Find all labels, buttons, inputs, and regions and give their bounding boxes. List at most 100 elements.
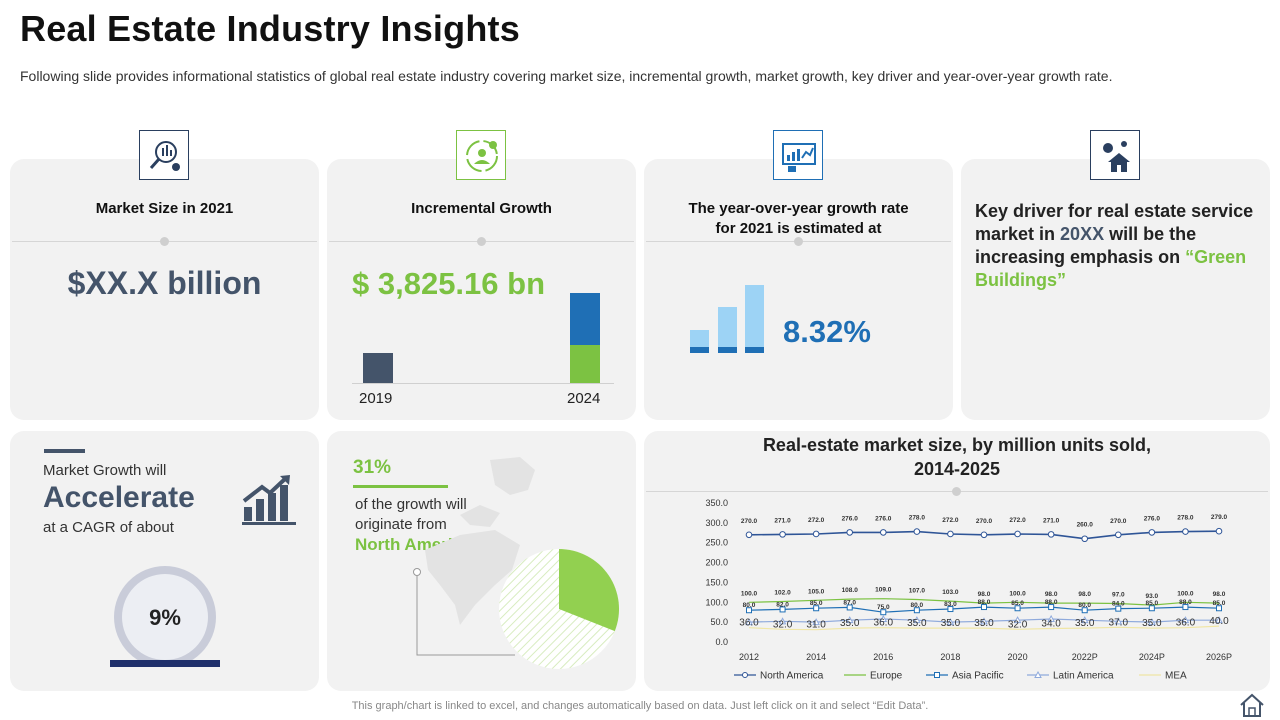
data-label-mea: 35.0 <box>1075 618 1095 629</box>
y-tick-label: 0.0 <box>715 637 728 647</box>
data-point <box>1181 616 1190 624</box>
data-label-mea: 35.0 <box>941 618 961 629</box>
key-driver-text: Key driver for real estate service marke… <box>975 200 1260 292</box>
data-label: 279.0 <box>1211 514 1228 521</box>
data-point <box>1115 605 1122 612</box>
bar-2024-green <box>570 345 600 383</box>
x-tick-label: 2022P <box>1072 652 1098 662</box>
data-label-mea: 35.0 <box>1142 618 1162 629</box>
data-label: 270.0 <box>976 518 993 525</box>
data-label: 278.0 <box>1177 515 1194 522</box>
data-label: 276.0 <box>875 515 892 522</box>
legend-label: North America <box>760 671 824 682</box>
chart-board-icon <box>773 130 823 180</box>
key-driver-text-part2: will be the increasing emphasis on <box>975 224 1197 267</box>
data-label-mea: 36.0 <box>874 618 894 629</box>
market-size-line-chart: 0.0 50.0 100.0 150.0 200.0 250.0 300.0 350.0 201… <box>705 498 1232 682</box>
data-point <box>745 531 753 539</box>
data-label: 85.0 <box>1213 600 1226 607</box>
data-point <box>879 529 887 536</box>
data-label-mea: 31.0 <box>806 620 826 631</box>
growth-chart-icon <box>242 475 296 525</box>
data-label: 88.0 <box>1179 599 1192 606</box>
data-label-mea: 35.0 <box>907 618 927 629</box>
y-tick-label: 200.0 <box>705 558 728 568</box>
data-label: 98.0 <box>1078 591 1091 598</box>
data-label: 87.0 <box>843 599 856 606</box>
data-label-mea: 35.0 <box>974 618 994 629</box>
data-point <box>1215 616 1223 624</box>
data-label-mea: 32.0 <box>1008 619 1028 630</box>
data-label: 80.0 <box>1078 602 1091 609</box>
yoy-bar-3 <box>745 285 764 347</box>
data-label: 82.0 <box>776 601 789 608</box>
yoy-bar-2-base <box>718 347 737 353</box>
pie-north-america-slice <box>559 549 620 632</box>
data-label: 102.0 <box>774 589 791 596</box>
data-point <box>980 617 988 625</box>
data-point <box>746 607 752 614</box>
market-growth-accelerate: Accelerate <box>43 481 195 514</box>
data-label: 276.0 <box>842 515 859 522</box>
market-size-label: Market Size in 2021 <box>95 200 234 217</box>
data-label: 80.0 <box>911 602 924 609</box>
data-label: 270.0 <box>741 518 758 525</box>
data-label: 88.0 <box>1045 599 1058 606</box>
series-line-mea <box>748 625 1220 631</box>
cagr-value: 9% <box>149 605 181 630</box>
origin-text: of the growth will originate from <box>355 496 467 533</box>
market-size-card <box>10 159 319 420</box>
key-driver-year: 20XX <box>1060 224 1105 244</box>
accent-bar <box>44 449 85 453</box>
bar-2019 <box>363 353 393 383</box>
year-2024-label: 2024 <box>567 390 601 407</box>
origin-leader-line <box>413 568 515 656</box>
market-size-value: $XX.X billion <box>67 265 262 301</box>
data-point <box>1148 605 1155 612</box>
divider-dot <box>477 237 486 246</box>
data-point <box>879 614 888 622</box>
data-label: 84.0 <box>1112 601 1125 608</box>
x-tick-label: 2016 <box>873 652 893 662</box>
legend-label: Latin America <box>1053 671 1114 682</box>
key-driver-text-part1: Key driver for real estate service marke… <box>975 201 1254 244</box>
data-point <box>778 617 787 625</box>
data-point <box>779 531 786 538</box>
data-point <box>1013 616 1022 624</box>
y-tick-label: 300.0 <box>705 518 728 528</box>
market-growth-line2: at a CAGR of about <box>43 519 174 536</box>
data-point <box>1014 530 1021 538</box>
x-tick-label: 2014 <box>806 652 826 662</box>
data-point <box>1114 531 1122 539</box>
data-label: 97.0 <box>1112 591 1125 598</box>
data-label: 80.0 <box>743 602 756 609</box>
x-tick-label: 2018 <box>940 652 960 662</box>
data-label: 100.0 <box>1177 590 1194 597</box>
incremental-growth-label: Incremental Growth <box>411 200 552 217</box>
data-label-mea: 37.0 <box>1109 617 1129 628</box>
gauge-clip <box>110 565 220 667</box>
data-point <box>1047 531 1055 538</box>
data-label: 105.0 <box>808 588 825 595</box>
divider-dot <box>952 487 961 496</box>
legend-label: MEA <box>1165 671 1187 682</box>
y-tick-label: 50.0 <box>710 617 728 627</box>
data-point <box>846 529 854 536</box>
market-chart-card <box>644 431 1270 691</box>
data-point <box>1048 604 1055 611</box>
data-point <box>1081 607 1088 614</box>
data-label-mea: 40.0 <box>1209 616 1229 627</box>
data-label: 100.0 <box>1009 590 1026 597</box>
data-point <box>1148 618 1156 626</box>
data-point <box>1215 527 1223 535</box>
key-driver-card <box>961 159 1270 420</box>
data-point <box>812 618 820 626</box>
data-label: 271.0 <box>1043 517 1060 524</box>
market-growth-line1: Market Growth will <box>43 462 167 479</box>
yoy-bar-1-base <box>690 347 709 353</box>
origin-underline <box>353 485 448 488</box>
data-label: 272.0 <box>1009 517 1026 524</box>
data-label: 98.0 <box>978 591 991 598</box>
home-icon[interactable] <box>1238 692 1266 718</box>
data-label: 260.0 <box>1077 522 1094 529</box>
